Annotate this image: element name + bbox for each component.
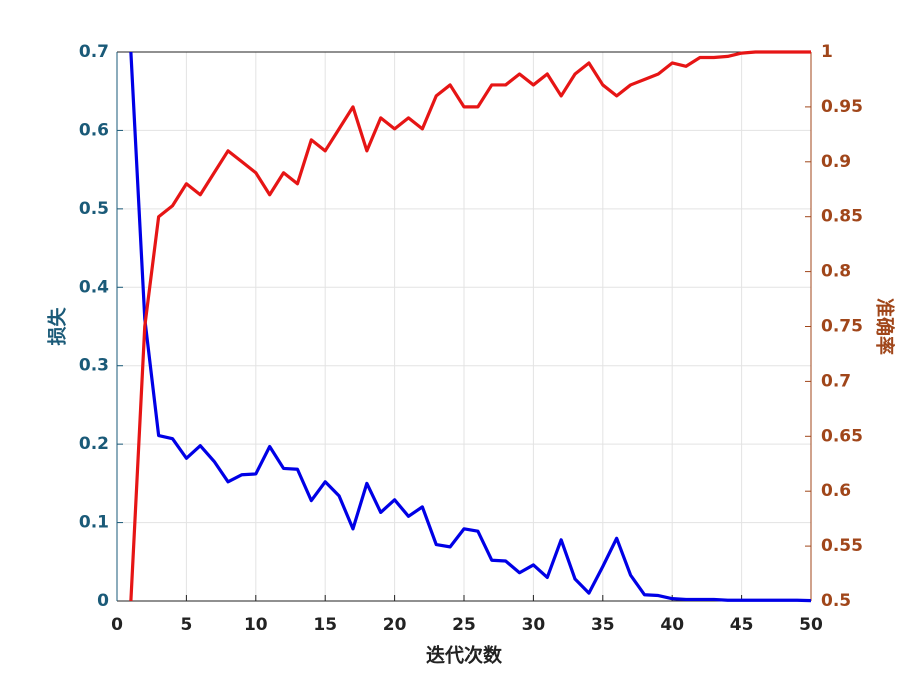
y2-tick-label: 0.85	[821, 207, 863, 227]
y2-tick-label: 0.75	[821, 317, 863, 337]
data-line	[129, 51, 812, 603]
x-axis-label: 迭代次数	[426, 644, 503, 667]
y2-tick-label: 0.6	[821, 481, 851, 501]
y2-tick-label: 0.5	[821, 591, 851, 611]
y-tick-label: 0.5	[79, 199, 109, 219]
y2-tick-label: 0.9	[821, 152, 851, 172]
y2-tick-label: 0.7	[821, 371, 851, 391]
y2-tick-label: 0.95	[821, 97, 863, 117]
y-axis-label: 损失	[46, 307, 69, 346]
y-tick-label: 0.3	[79, 356, 109, 376]
x-tick-label: 35	[591, 615, 615, 635]
x-tick-label: 0	[111, 615, 123, 635]
x-tick-label: 30	[522, 615, 546, 635]
data-line	[129, 50, 811, 602]
x-tick-label: 40	[660, 615, 684, 635]
y-tick-label: 0.1	[79, 513, 109, 533]
y2-tick-label: 1	[821, 42, 833, 62]
y2-tick-label: 0.8	[821, 262, 851, 282]
x-tick-label: 50	[799, 615, 823, 635]
x-tick-label: 5	[180, 615, 192, 635]
x-tick-label: 45	[730, 615, 754, 635]
y-tick-label: 0.7	[79, 42, 109, 62]
y2-axis-label: 准确率	[874, 298, 897, 355]
y-tick-label: 0	[97, 591, 109, 611]
x-tick-label: 25	[452, 615, 476, 635]
y2-tick-label: 0.65	[821, 426, 863, 446]
y2-tick-label: 0.55	[821, 536, 863, 556]
x-tick-label: 15	[313, 615, 337, 635]
y-tick-label: 0.4	[79, 277, 109, 297]
x-tick-label: 10	[244, 615, 268, 635]
y-tick-label: 0.6	[79, 120, 109, 140]
x-tick-label: 20	[383, 615, 407, 635]
y-tick-label: 0.2	[79, 434, 109, 454]
